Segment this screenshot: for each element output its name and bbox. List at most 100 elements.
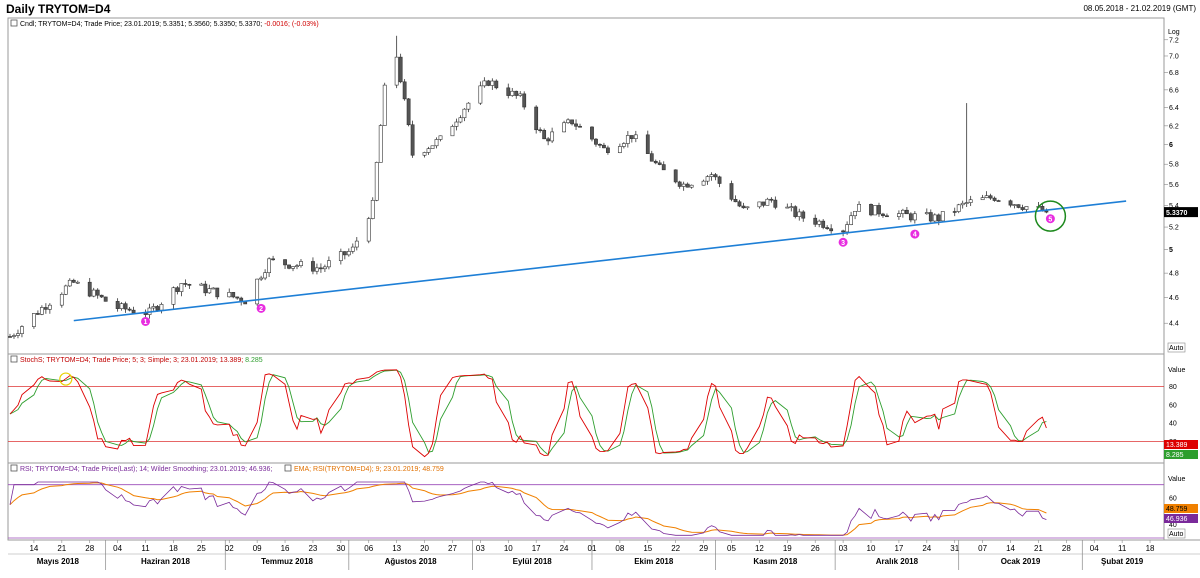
price-tick-label: 6.4 xyxy=(1169,105,1179,112)
candle-body xyxy=(319,267,323,270)
candle-body xyxy=(661,164,666,171)
candle-body xyxy=(259,277,264,280)
candle-body xyxy=(574,123,578,127)
x-day-label: 17 xyxy=(532,544,541,553)
candle-body xyxy=(490,80,495,86)
price-tick-label: 4.8 xyxy=(1169,271,1179,278)
candle-body xyxy=(912,213,917,221)
price-ticks: 4.4 4.6 4.8 5 5.2 5.4 5.6 5.8 6 6.2 6.4 6.6 6.8 7.0 7.… xyxy=(1164,37,1179,328)
price-tick-label: 5.2 xyxy=(1169,225,1179,232)
candle-body xyxy=(326,260,331,268)
candle-body xyxy=(211,287,216,290)
price-auto-button: Auto xyxy=(1169,345,1184,352)
candle-body xyxy=(522,93,527,108)
x-month-label: Haziran 2018 xyxy=(141,557,190,566)
candle-body xyxy=(20,326,24,334)
price-tick-label: 6 xyxy=(1169,142,1173,149)
stoch-scale-label: Value xyxy=(1168,367,1185,374)
svg-text:Cndl; TRYTOM=D4; Trade Price;: Cndl; TRYTOM=D4; Trade Price; 23.01.2019… xyxy=(20,21,319,28)
x-day-label: 15 xyxy=(643,544,652,553)
stoch-ticks: 20406080 xyxy=(1169,384,1177,446)
x-day-label: 18 xyxy=(1146,544,1155,553)
candle-body xyxy=(606,147,610,153)
candle-body xyxy=(67,279,72,287)
candle-body xyxy=(159,304,164,311)
candle-body xyxy=(299,261,303,267)
candle-body xyxy=(797,211,802,217)
x-month-label: Şubat 2019 xyxy=(1101,557,1144,566)
x-day-label: 22 xyxy=(671,544,680,553)
x-day-label: 29 xyxy=(699,544,708,553)
candle-body xyxy=(578,125,582,128)
candle-body xyxy=(761,201,766,206)
x-day-label: 24 xyxy=(922,544,931,553)
price-tick-label: 5 xyxy=(1169,247,1173,254)
candle-body xyxy=(494,80,499,89)
candle-body xyxy=(510,90,515,96)
candle-body xyxy=(63,285,68,295)
rsi-tick-label: 60 xyxy=(1169,496,1177,503)
candle-body xyxy=(378,125,383,163)
auto-buttons[interactable]: Auto Auto xyxy=(1167,342,1186,539)
marker-label: 3 xyxy=(841,240,845,247)
x-day-label: 11 xyxy=(1118,544,1127,553)
x-day-label: 21 xyxy=(57,544,66,553)
x-month-label: Kasım 2018 xyxy=(753,557,798,566)
candle-body xyxy=(621,143,626,147)
x-day-label: 17 xyxy=(894,544,903,553)
ema-legend-text: EMA; RSI(TRYTOM=D4); 9; 23.01.2019; 48.7… xyxy=(294,466,444,473)
x-day-label: 13 xyxy=(392,544,401,553)
candle-body xyxy=(952,211,957,213)
x-day-label: 05 xyxy=(727,544,736,553)
candle-body xyxy=(203,283,208,294)
candle-body xyxy=(940,211,945,222)
price-legend: Cndl; TRYTOM=D4; Trade Price; 23.01.2019… xyxy=(10,19,319,28)
candle-body xyxy=(546,138,551,142)
x-day-label: 10 xyxy=(867,544,876,553)
candle-body xyxy=(705,176,710,182)
candle-body xyxy=(817,220,822,225)
candle-body xyxy=(518,93,523,96)
candle-body xyxy=(243,301,248,305)
candle-body xyxy=(398,56,403,83)
candle-body xyxy=(91,289,96,297)
rsi-ema-line xyxy=(9,482,1047,536)
candle-body xyxy=(713,174,718,178)
candle-body xyxy=(127,308,132,311)
price-scale-label: Log xyxy=(1168,29,1180,36)
candle-body xyxy=(825,227,830,230)
trendline xyxy=(73,200,1127,322)
price-legend-change: -0.0016; (-0.03%) xyxy=(264,21,318,28)
candle-body xyxy=(873,205,877,216)
x-day-label: 30 xyxy=(336,544,345,553)
stoch-highlight xyxy=(59,372,73,386)
candle-body xyxy=(255,278,260,305)
x-day-label: 04 xyxy=(113,544,122,553)
candle-body xyxy=(813,217,818,225)
candle-body xyxy=(932,214,937,222)
candle-body xyxy=(486,80,491,86)
candle-body xyxy=(374,162,379,201)
candle-body xyxy=(757,201,762,208)
candle-body xyxy=(95,289,100,296)
candle-body xyxy=(629,135,634,139)
candle-body xyxy=(187,284,192,286)
x-month-label: Aralık 2018 xyxy=(876,557,919,566)
price-tick-label: 4.6 xyxy=(1169,295,1179,302)
svg-text:StochS; TRYTOM=D4; Trade Price: StochS; TRYTOM=D4; Trade Price; 5; 3; Si… xyxy=(20,357,263,364)
candle-body xyxy=(988,195,993,199)
rsi-legend: RSI; TRYTOM=D4; Trade Price(Last); 14; W… xyxy=(10,464,444,473)
candle-body xyxy=(454,121,459,127)
candle-body xyxy=(566,119,570,124)
candle-body xyxy=(964,202,969,204)
candle-body xyxy=(769,198,774,201)
candle-body xyxy=(625,135,630,144)
price-tick-label: 6.6 xyxy=(1169,87,1179,94)
price-panel-frame xyxy=(7,17,1165,355)
candle-body xyxy=(538,129,543,132)
candle-body xyxy=(829,228,834,232)
candle-body xyxy=(103,296,108,302)
candle-body xyxy=(745,206,750,209)
x-month-label: Ekim 2018 xyxy=(634,557,674,566)
